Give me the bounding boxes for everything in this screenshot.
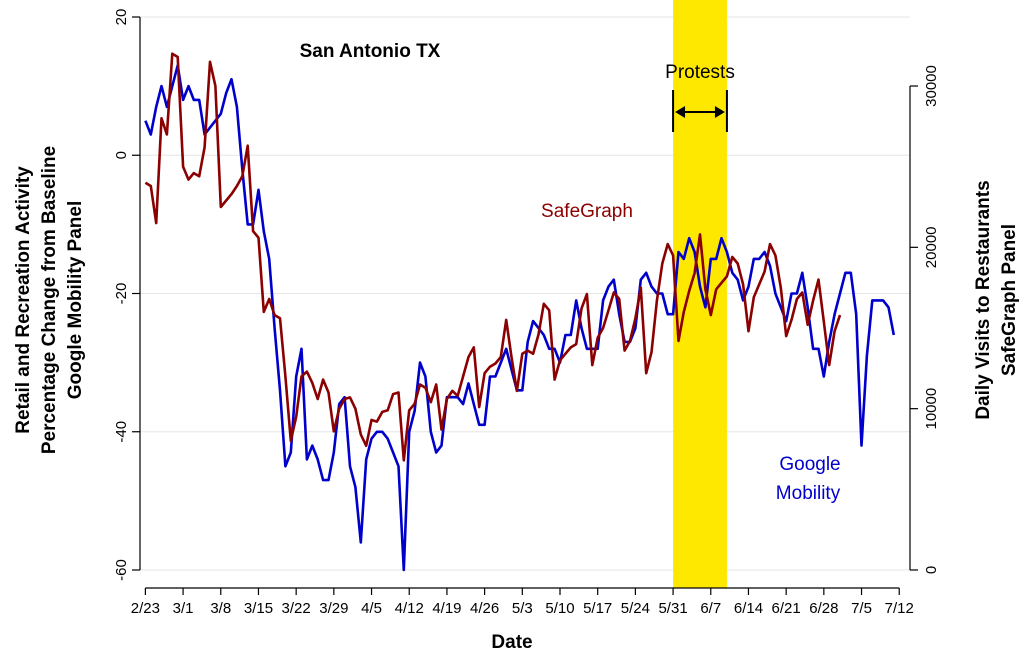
x-tick-label: 7/5 <box>851 600 872 617</box>
x-tick-label: 6/7 <box>700 600 721 617</box>
x-tick-label: 7/12 <box>885 600 914 617</box>
x-tick-label: 5/10 <box>545 600 574 617</box>
right-tick-label: 10000 <box>923 388 940 430</box>
left-axis-title-line: Retail and Recreation Activity <box>13 166 34 434</box>
x-tick-label: 6/21 <box>772 600 801 617</box>
labels: Date Retail and Recreation Activity Percen… <box>13 41 1020 653</box>
grid-lines <box>140 16 910 571</box>
chart-title: San Antonio TX <box>300 41 441 62</box>
left-tick-label: 0 <box>113 151 130 159</box>
x-tick-label: 3/1 <box>173 600 194 617</box>
x-tick-label: 3/22 <box>282 600 311 617</box>
x-tick-label: 5/24 <box>621 600 650 617</box>
google-mobility-line <box>144 64 896 572</box>
x-tick-label: 4/5 <box>361 600 382 617</box>
left-tick-label: -20 <box>113 283 130 305</box>
x-tick-label: 3/8 <box>210 600 231 617</box>
protests-arrowhead-right <box>714 106 725 118</box>
protests-label: Protests <box>665 62 735 83</box>
left-tick-label: -40 <box>113 421 130 443</box>
x-tick-label: 5/17 <box>583 600 612 617</box>
right-tick-label: 0 <box>923 566 940 574</box>
axes: 20 0 -20 -40 -60 0 10000 20000 30000 2/23 3/1 3/8 3/… <box>113 9 940 617</box>
left-axis-title-line: Percentage Change from Baseline <box>39 146 60 454</box>
protests-arrowhead-left <box>675 106 686 118</box>
x-tick-label: 3/15 <box>244 600 273 617</box>
x-tick-label: 3/29 <box>319 600 348 617</box>
left-tick-label: 20 <box>113 9 130 26</box>
x-tick-label: 4/26 <box>470 600 499 617</box>
x-axis-title: Date <box>491 632 532 653</box>
right-axis-title-line: SafeGraph Panel <box>999 224 1020 376</box>
google-mobility-label-line1: Google <box>779 454 840 475</box>
x-tick-label: 6/28 <box>809 600 838 617</box>
series-lines <box>144 52 896 572</box>
x-tick-label: 2/23 <box>131 600 160 617</box>
left-axis-title-line: Google Mobility Panel <box>65 201 86 399</box>
x-tick-label: 5/31 <box>658 600 687 617</box>
google-mobility-label-line2: Mobility <box>776 483 841 504</box>
protest-band <box>673 0 727 588</box>
x-tick-label: 4/12 <box>395 600 424 617</box>
protest-band-group <box>673 0 727 588</box>
x-tick-label: 4/19 <box>432 600 461 617</box>
right-axis-title-line: Daily Visits to Restaurants <box>973 180 994 419</box>
x-tick-label: 6/14 <box>734 600 763 617</box>
x-tick-label: 5/3 <box>512 600 533 617</box>
safegraph-line <box>144 52 842 462</box>
right-tick-label: 30000 <box>923 65 940 107</box>
right-tick-label: 20000 <box>923 226 940 268</box>
left-tick-label: -60 <box>113 559 130 581</box>
safegraph-label: SafeGraph <box>541 201 633 222</box>
